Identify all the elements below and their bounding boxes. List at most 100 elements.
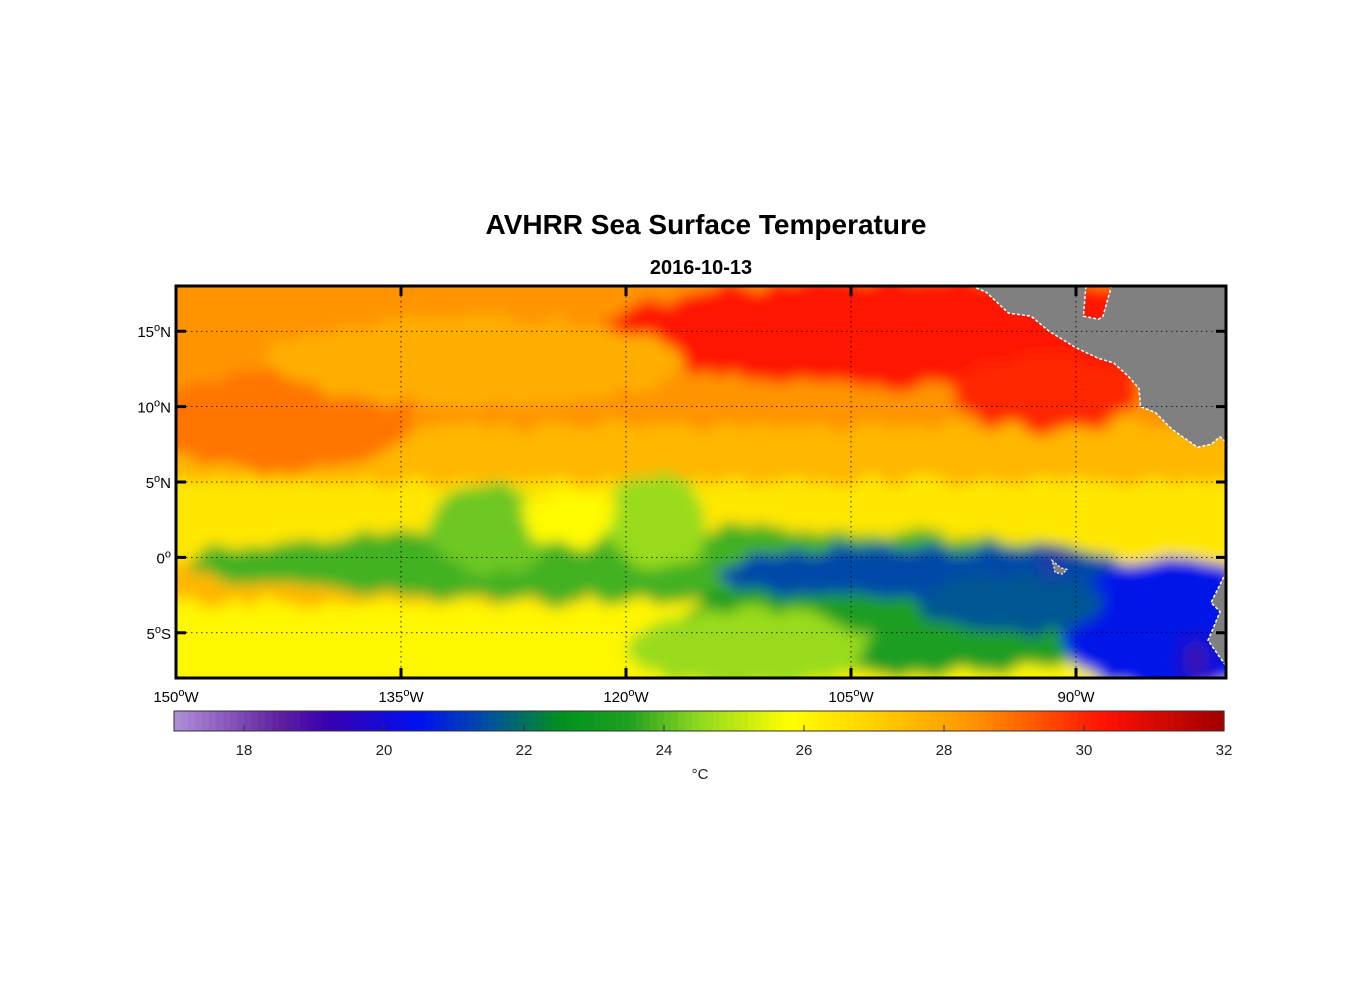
- colorbar-segment: [1217, 711, 1225, 731]
- lon-tick-hemi: W: [634, 689, 649, 706]
- colorbar-tick-label: 32: [1216, 742, 1233, 759]
- colorbar-segment: [489, 711, 497, 731]
- colorbar-segment: [405, 711, 413, 731]
- colorbar-segment: [867, 711, 875, 731]
- lon-tick-label: 90oW: [1058, 687, 1096, 706]
- colorbar-segment: [251, 711, 259, 731]
- colorbar-segment: [937, 711, 945, 731]
- colorbar-tick-label: 22: [516, 742, 533, 759]
- colorbar-segment: [1028, 711, 1036, 731]
- colorbar-segment: [496, 711, 504, 731]
- lat-tick-hemi: S: [161, 626, 171, 643]
- colorbar-segment: [671, 711, 679, 731]
- colorbar-segment: [601, 711, 609, 731]
- colorbar-segment: [475, 711, 483, 731]
- colorbar-segment: [860, 711, 868, 731]
- colorbar-segment: [930, 711, 938, 731]
- colorbar-frame: [173, 710, 1225, 732]
- colorbar-segment: [629, 711, 637, 731]
- sst-hot-central: [956, 351, 1136, 432]
- colorbar-segment: [916, 711, 924, 731]
- colorbar-segment: [909, 711, 917, 731]
- colorbar-segment: [503, 711, 511, 731]
- colorbar-segment: [237, 711, 245, 731]
- colorbar-segment: [664, 711, 672, 731]
- colorbar-segment: [559, 711, 567, 731]
- colorbar-segment: [454, 711, 462, 731]
- colorbar-segment: [524, 711, 532, 731]
- colorbar-segment: [314, 711, 322, 731]
- colorbar-segment: [1000, 711, 1008, 731]
- sst-green-southwest: [626, 607, 866, 678]
- colorbar-segment: [958, 711, 966, 731]
- colorbar-segment: [874, 711, 882, 731]
- colorbar-segment: [1077, 711, 1085, 731]
- colorbar-segment: [706, 711, 714, 731]
- colorbar-segment: [734, 711, 742, 731]
- colorbar-segment: [1112, 711, 1120, 731]
- colorbar-tick-label: 24: [656, 742, 673, 759]
- degree-symbol: o: [403, 687, 409, 699]
- colorbar-segment: [370, 711, 378, 731]
- colorbar-segment: [1021, 711, 1029, 731]
- colorbar-segment: [993, 711, 1001, 731]
- colorbar-segment: [923, 711, 931, 731]
- colorbar-segment: [356, 711, 364, 731]
- colorbar-segment: [657, 711, 665, 731]
- colorbar-segment: [538, 711, 546, 731]
- colorbar-segment: [1161, 711, 1169, 731]
- sst-blue-coast: [1061, 555, 1226, 678]
- degree-symbol: o: [154, 398, 160, 410]
- colorbar-segment: [1084, 711, 1092, 731]
- colorbar-segment: [230, 711, 238, 731]
- lon-tick-hemi: W: [409, 689, 424, 706]
- lat-tick-hemi: N: [160, 400, 171, 417]
- sst-green-bulge-1: [431, 485, 551, 576]
- colorbar-segment: [594, 711, 602, 731]
- colorbar-segment: [510, 711, 518, 731]
- colorbar-segment: [692, 711, 700, 731]
- colorbar-segment: [335, 711, 343, 731]
- degree-symbol: o: [1074, 687, 1080, 699]
- colorbar-segment: [1091, 711, 1099, 731]
- colorbar-segment: [349, 711, 357, 731]
- colorbar-segment: [804, 711, 812, 731]
- colorbar-segment: [979, 711, 987, 731]
- colorbar-segment: [1035, 711, 1043, 731]
- colorbar-segment: [1007, 711, 1015, 731]
- colorbar-segment: [783, 711, 791, 731]
- colorbar-segment: [307, 711, 315, 731]
- lon-tick-deg: 150: [153, 689, 178, 706]
- colorbar-segment: [790, 711, 798, 731]
- colorbar-segment: [636, 711, 644, 731]
- colorbar-segment: [650, 711, 658, 731]
- sst-green-bulge-2: [606, 471, 706, 568]
- colorbar-segment: [1147, 711, 1155, 731]
- colorbar-segment: [713, 711, 721, 731]
- colorbar-segment: [377, 711, 385, 731]
- lat-tick-deg: 10: [137, 400, 154, 417]
- colorbar-segment: [643, 711, 651, 731]
- colorbar-segment: [720, 711, 728, 731]
- lon-tick-label: 135oW: [378, 687, 424, 706]
- colorbar-segment: [1056, 711, 1064, 731]
- colorbar-segment: [286, 711, 294, 731]
- lat-tick-label: 5oS: [147, 624, 171, 643]
- lon-tick-label: 105oW: [828, 687, 874, 706]
- colorbar-segment: [615, 711, 623, 731]
- chart-subtitle: 2016-10-13: [650, 257, 752, 279]
- sst-yellow-pocket: [521, 491, 611, 548]
- colorbar: 18 20 22 24 26 28 30 32: [173, 710, 1233, 759]
- colorbar-tick-label: 20: [376, 742, 393, 759]
- colorbar-segment: [1203, 711, 1211, 731]
- colorbar-segment: [531, 711, 539, 731]
- lon-tick-deg: 90: [1058, 689, 1075, 706]
- colorbar-segment: [727, 711, 735, 731]
- colorbar-segment: [608, 711, 616, 731]
- colorbar-segment: [1175, 711, 1183, 731]
- colorbar-segment: [419, 711, 427, 731]
- colorbar-segment: [811, 711, 819, 731]
- colorbar-segment: [846, 711, 854, 731]
- colorbar-segment: [1168, 711, 1176, 731]
